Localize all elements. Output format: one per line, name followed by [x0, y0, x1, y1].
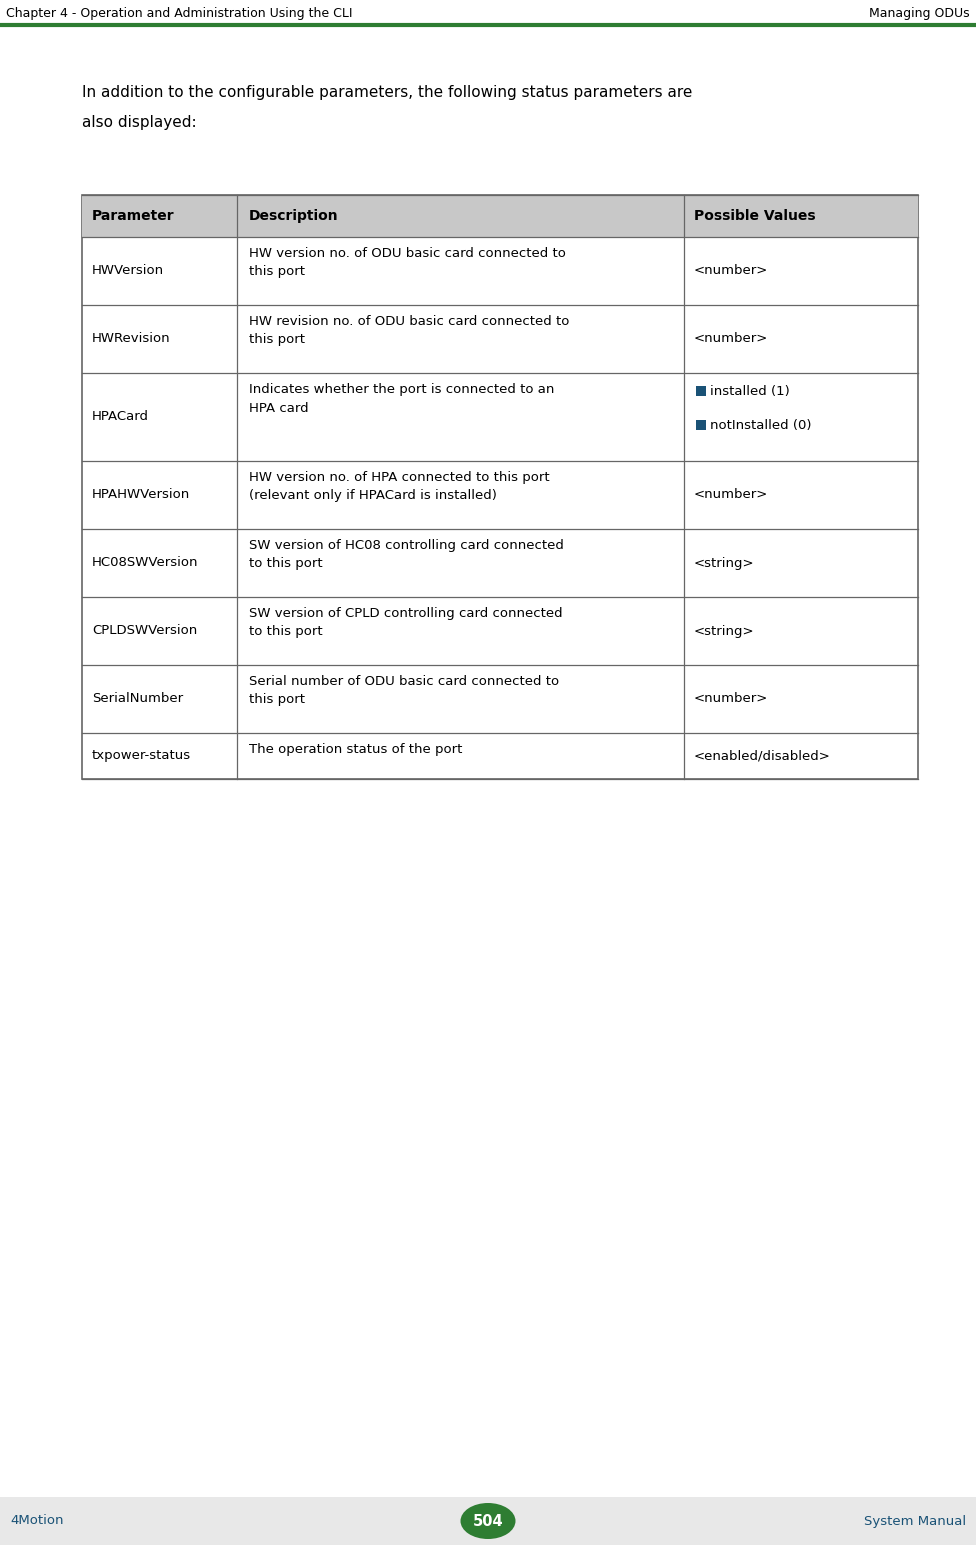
Text: HW version no. of HPA connected to this port
(relevant only if HPACard is instal: HW version no. of HPA connected to this … — [249, 471, 549, 502]
Text: SW version of HC08 controlling card connected
to this port: SW version of HC08 controlling card conn… — [249, 539, 563, 570]
Text: HW version no. of ODU basic card connected to
this port: HW version no. of ODU basic card connect… — [249, 247, 565, 278]
Bar — [0, 1497, 976, 1545]
Text: The operation status of the port: The operation status of the port — [249, 743, 462, 756]
Text: Indicates whether the port is connected to an
HPA card: Indicates whether the port is connected … — [249, 383, 554, 414]
Text: HWVersion: HWVersion — [92, 264, 164, 278]
Text: HW revision no. of ODU basic card connected to
this port: HW revision no. of ODU basic card connec… — [249, 315, 569, 346]
Text: SerialNumber: SerialNumber — [92, 692, 183, 706]
Text: HWRevision: HWRevision — [92, 332, 171, 346]
Text: also displayed:: also displayed: — [82, 114, 196, 130]
Text: Chapter 4 - Operation and Administration Using the CLI: Chapter 4 - Operation and Administration… — [6, 6, 352, 20]
Text: <number>: <number> — [694, 488, 768, 502]
Ellipse shape — [461, 1503, 515, 1539]
Text: System Manual: System Manual — [864, 1514, 966, 1528]
Text: installed (1): installed (1) — [710, 385, 790, 397]
Text: 504: 504 — [472, 1514, 504, 1528]
Bar — [696, 420, 706, 430]
Text: Possible Values: Possible Values — [694, 209, 816, 222]
Text: notInstalled (0): notInstalled (0) — [710, 419, 811, 431]
Text: Parameter: Parameter — [92, 209, 175, 222]
Text: HPAHWVersion: HPAHWVersion — [92, 488, 190, 502]
Text: Serial number of ODU basic card connected to
this port: Serial number of ODU basic card connecte… — [249, 675, 559, 706]
Text: Managing ODUs: Managing ODUs — [870, 6, 970, 20]
Text: <number>: <number> — [694, 264, 768, 278]
Text: 4Motion: 4Motion — [10, 1514, 63, 1528]
Text: HC08SWVersion: HC08SWVersion — [92, 556, 198, 570]
Bar — [696, 386, 706, 396]
Text: In addition to the configurable parameters, the following status parameters are: In addition to the configurable paramete… — [82, 85, 692, 100]
Bar — [82, 195, 918, 236]
Text: CPLDSWVersion: CPLDSWVersion — [92, 624, 197, 638]
Text: Description: Description — [249, 209, 339, 222]
Text: <enabled/disabled>: <enabled/disabled> — [694, 749, 831, 763]
Text: <string>: <string> — [694, 624, 754, 638]
Bar — [82, 195, 918, 779]
Text: <number>: <number> — [694, 332, 768, 346]
Text: HPACard: HPACard — [92, 411, 149, 423]
Text: txpower-status: txpower-status — [92, 749, 191, 763]
Text: <number>: <number> — [694, 692, 768, 706]
Text: SW version of CPLD controlling card connected
to this port: SW version of CPLD controlling card conn… — [249, 607, 562, 638]
Text: <string>: <string> — [694, 556, 754, 570]
